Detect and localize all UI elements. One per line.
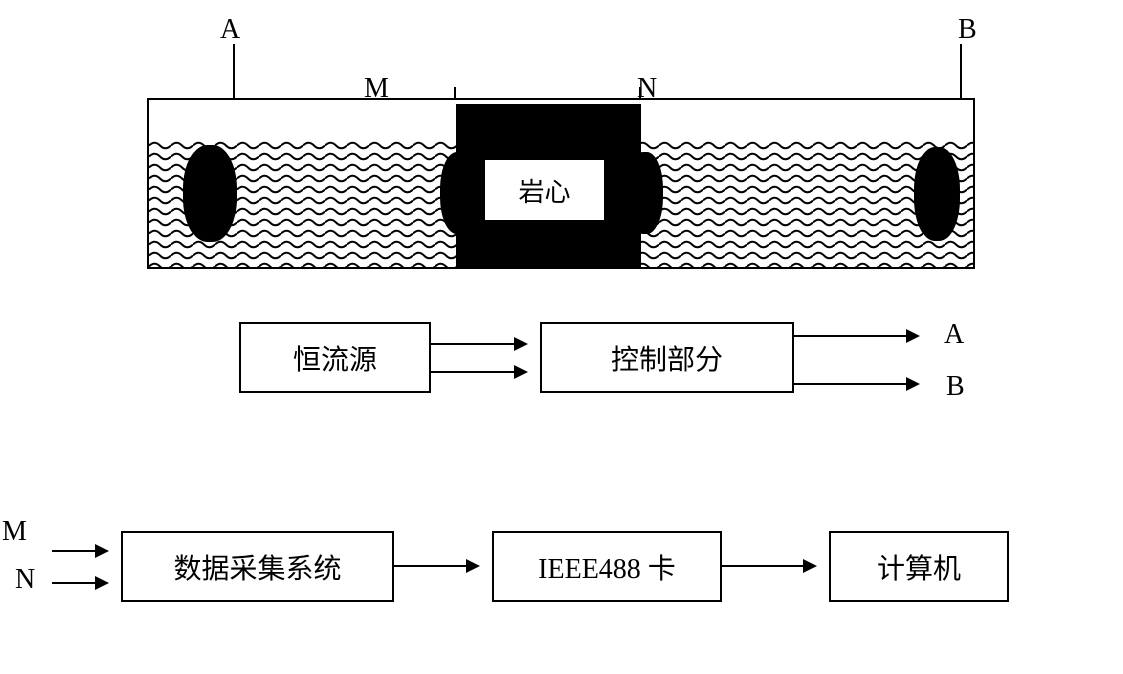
electrode-blob-B (914, 147, 960, 241)
box-ieee488: IEEE488 卡 (492, 531, 722, 602)
arrow-daq-ieee (394, 565, 478, 567)
arrow-cs-ctrl-2 (431, 371, 526, 373)
box-current-source: 恒流源 (239, 322, 431, 393)
core-text: 岩心 (518, 172, 570, 209)
electrode-blob-A (183, 145, 237, 242)
arrow-M-daq (52, 550, 107, 552)
tank: 岩心 (147, 98, 975, 269)
core-label: 岩心 (485, 160, 604, 220)
label-N-in: N (15, 564, 35, 596)
ieee488-label: IEEE488 卡 (538, 547, 676, 587)
current-source-label: 恒流源 (293, 338, 377, 378)
label-A-top: A (220, 14, 240, 46)
arrow-cs-ctrl-1 (431, 343, 526, 345)
label-A-out: A (944, 319, 964, 351)
label-B-out: B (946, 371, 965, 403)
label-B-top: B (958, 14, 977, 46)
box-control: 控制部分 (540, 322, 794, 393)
arrow-ctrl-B (794, 383, 918, 385)
arrow-ieee-comp (722, 565, 815, 567)
box-daq: 数据采集系统 (121, 531, 394, 602)
box-computer: 计算机 (829, 531, 1009, 602)
arrow-N-daq (52, 582, 107, 584)
computer-label: 计算机 (877, 547, 961, 587)
arrow-ctrl-A (794, 335, 918, 337)
control-label: 控制部分 (611, 338, 723, 378)
label-M-in: M (2, 516, 27, 548)
daq-label: 数据采集系统 (173, 547, 341, 587)
